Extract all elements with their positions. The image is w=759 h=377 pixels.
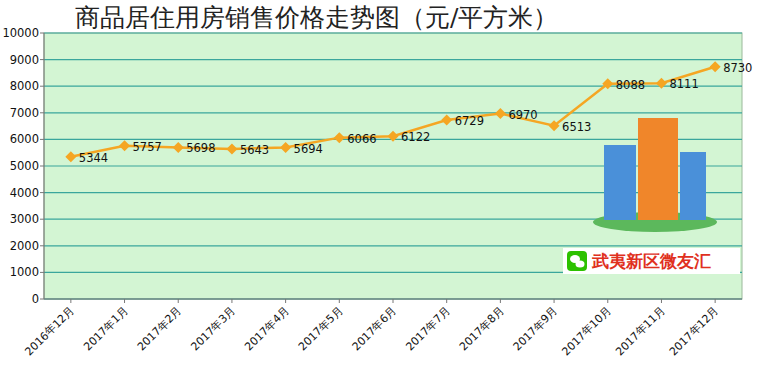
y-tick xyxy=(40,112,44,113)
marker xyxy=(65,151,76,162)
grid-line xyxy=(44,112,742,113)
data-label: 8111 xyxy=(669,77,698,91)
logo xyxy=(593,118,717,232)
y-tick-label: 3000 xyxy=(10,212,39,226)
marker xyxy=(549,120,560,131)
x-tick-label: 2017年8月 xyxy=(457,304,506,353)
data-label: 5344 xyxy=(79,151,108,165)
chart-svg: 商品居住用房销售价格走势图（元/平方米） 0 1000 2000 3000 4000 500… xyxy=(0,0,759,377)
y-tick-label: 10000 xyxy=(2,26,39,40)
y-tick-label: 5000 xyxy=(10,159,39,173)
x-tick-label: 2017年1月 xyxy=(81,304,130,353)
data-label: 5698 xyxy=(186,141,215,155)
x-tick xyxy=(178,299,179,303)
data-label: 8088 xyxy=(616,78,645,92)
marker xyxy=(334,132,345,143)
y-tick xyxy=(40,192,44,193)
annotation: 武夷新区微友汇 xyxy=(563,248,740,274)
data-label: 6729 xyxy=(455,114,484,128)
x-tick xyxy=(393,299,394,303)
y-tick xyxy=(40,139,44,140)
annotation-icon xyxy=(576,261,585,268)
marker xyxy=(119,140,130,151)
x-tick-label: 2016年12月 xyxy=(23,304,77,358)
y-tick xyxy=(40,86,44,87)
annotation-bg xyxy=(563,248,740,274)
marker xyxy=(173,142,184,153)
x-tick-label: 2017年9月 xyxy=(511,304,560,353)
y-tick xyxy=(40,166,44,167)
title: 商品居住用房销售价格走势图（元/平方米） xyxy=(75,3,558,32)
x-tick xyxy=(500,299,501,303)
x-tick xyxy=(554,299,555,303)
x-tick xyxy=(607,299,608,303)
x-tick-label: 2017年11月 xyxy=(613,304,667,358)
x-tick-label: 2017年6月 xyxy=(350,304,399,353)
y-tick-label: 7000 xyxy=(10,106,39,120)
annotation-icon xyxy=(567,251,587,271)
y-tick-label: 4000 xyxy=(10,186,39,200)
data-label: 6066 xyxy=(347,132,376,146)
marker xyxy=(226,143,237,154)
y-tick xyxy=(40,299,44,300)
marker xyxy=(495,108,506,119)
logo-building xyxy=(604,145,636,220)
y-tick-label: 1000 xyxy=(10,265,39,279)
y-tick xyxy=(40,219,44,220)
x-tick-label: 2017年3月 xyxy=(189,304,238,353)
y-axis xyxy=(44,33,45,299)
marker xyxy=(602,78,613,89)
x-tick xyxy=(661,299,662,303)
y-tick-label: 8000 xyxy=(10,79,39,93)
y-tick xyxy=(40,245,44,246)
y-tick-label: 9000 xyxy=(10,53,39,67)
grid-line xyxy=(44,59,742,60)
marker xyxy=(388,131,399,142)
y-tick xyxy=(40,272,44,273)
x-tick xyxy=(285,299,286,303)
y-tick xyxy=(40,33,44,34)
x-tick xyxy=(339,299,340,303)
marker xyxy=(280,142,291,153)
x-tick xyxy=(124,299,125,303)
grid-line xyxy=(44,165,742,166)
marker xyxy=(710,61,721,72)
marks xyxy=(65,61,720,162)
x-tick-label: 2017年4月 xyxy=(242,304,291,353)
data-label: 6513 xyxy=(562,120,591,134)
x-tick-label: 2017年5月 xyxy=(296,304,345,353)
marker xyxy=(656,78,667,89)
x-tick xyxy=(446,299,447,303)
data-label: 6122 xyxy=(401,130,430,144)
x-tick-label: 2017年12月 xyxy=(667,304,721,358)
logo-building xyxy=(680,152,706,220)
y-tick-label: 6000 xyxy=(10,132,39,146)
x-tick-label: 2017年2月 xyxy=(135,304,184,353)
data-label: 5757 xyxy=(133,140,162,154)
y-tick xyxy=(40,59,44,60)
grid-line xyxy=(44,192,742,193)
annotation-text: 武夷新区微友汇 xyxy=(591,251,711,271)
chart-root: 商品居住用房销售价格走势图（元/平方米） 0 1000 2000 3000 4000 500… xyxy=(0,0,759,377)
data-label: 6970 xyxy=(508,108,537,122)
plot-background xyxy=(44,33,742,299)
x-tick xyxy=(715,299,716,303)
data-label: 5643 xyxy=(240,143,269,157)
data-label: 8730 xyxy=(723,61,752,75)
x-tick-label: 2017年10月 xyxy=(559,304,613,358)
x-tick xyxy=(231,299,232,303)
grid-line xyxy=(44,32,742,33)
logo-building xyxy=(638,118,678,220)
y-tick-label: 2000 xyxy=(10,239,39,253)
series-line xyxy=(71,67,715,157)
data-label: 5694 xyxy=(294,142,323,156)
x-tick-label: 2017年7月 xyxy=(403,304,452,353)
y-tick-label: 0 xyxy=(32,292,39,306)
x-tick xyxy=(70,299,71,303)
marker xyxy=(441,115,452,126)
grid-line xyxy=(44,245,742,246)
